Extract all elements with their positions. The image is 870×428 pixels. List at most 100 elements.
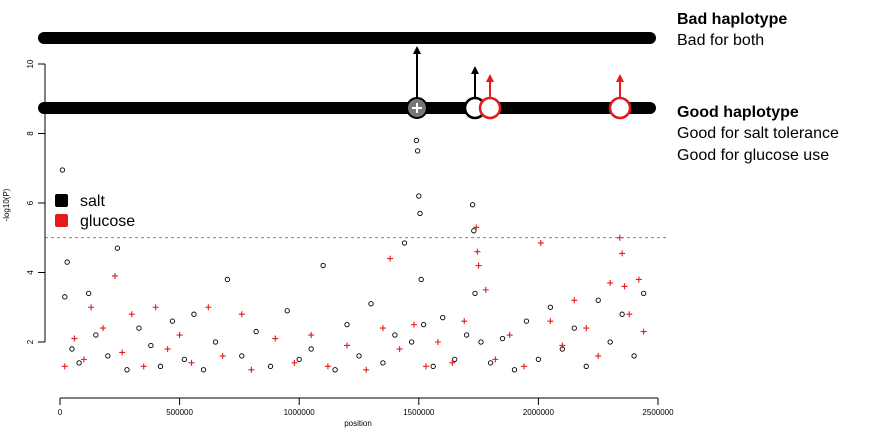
- point: [379, 325, 386, 332]
- point: [272, 335, 279, 342]
- point: [619, 311, 625, 317]
- point: [492, 356, 499, 363]
- point: [408, 339, 415, 345]
- bad-text: Bad for both: [677, 32, 764, 49]
- point: [76, 360, 82, 366]
- point: [547, 318, 554, 325]
- point: [164, 345, 171, 352]
- point: [308, 346, 314, 352]
- y-axis-label: -log10(P): [2, 188, 11, 221]
- point: [140, 363, 147, 370]
- point: [128, 311, 135, 318]
- x-tick-label: 1500000: [403, 408, 435, 417]
- point: [417, 210, 423, 217]
- point: [152, 304, 159, 311]
- point: [356, 353, 362, 359]
- point: [124, 367, 130, 373]
- point: [475, 262, 482, 269]
- point: [521, 363, 528, 370]
- point: [93, 332, 99, 338]
- x-tick-label: 500000: [166, 408, 193, 417]
- haplotype-markers: [406, 96, 632, 120]
- point: [64, 259, 70, 265]
- point: [396, 345, 403, 352]
- point: [414, 148, 421, 154]
- point: [71, 335, 78, 342]
- series-salt: [59, 137, 647, 373]
- point: [571, 325, 577, 331]
- good-text: Good for glucose use: [677, 147, 829, 164]
- point: [219, 352, 226, 359]
- point: [418, 276, 424, 283]
- point: [205, 304, 212, 311]
- point: [413, 137, 420, 144]
- point: [136, 325, 142, 331]
- point: [62, 294, 68, 300]
- point: [619, 250, 626, 257]
- point: [474, 248, 481, 255]
- point: [449, 359, 456, 366]
- point: [607, 339, 613, 345]
- point: [411, 321, 418, 328]
- x-tick-label: 1000000: [284, 408, 316, 417]
- point: [176, 332, 183, 339]
- point: [80, 356, 87, 363]
- point: [547, 304, 554, 310]
- x-tick-label: 2500000: [642, 408, 674, 417]
- point: [416, 193, 422, 199]
- point: [640, 328, 647, 335]
- point: [112, 272, 119, 279]
- x-axis-label: position: [344, 419, 372, 428]
- point: [181, 356, 188, 363]
- point: [461, 318, 468, 325]
- point: [469, 202, 476, 208]
- point: [537, 239, 544, 246]
- point: [392, 332, 398, 338]
- point: [571, 297, 578, 304]
- point: [559, 342, 566, 349]
- point: [320, 262, 326, 269]
- point: [422, 363, 429, 370]
- point: [169, 318, 176, 324]
- point: [344, 321, 350, 328]
- point: [473, 224, 480, 231]
- point: [253, 328, 259, 335]
- point: [463, 332, 470, 338]
- point: [267, 363, 274, 369]
- point: [59, 167, 66, 173]
- point: [487, 360, 494, 366]
- point: [238, 311, 245, 318]
- point: [434, 339, 441, 345]
- point: [506, 332, 513, 339]
- point: [380, 360, 386, 366]
- point: [511, 367, 518, 373]
- point: [324, 363, 331, 370]
- y-tick-label: 2: [26, 339, 35, 344]
- point: [595, 297, 601, 303]
- point: [401, 240, 408, 246]
- point: [420, 321, 427, 328]
- point: [212, 339, 219, 345]
- point: [296, 356, 302, 363]
- x-tick-label: 2000000: [523, 408, 555, 417]
- legend-swatch: [55, 214, 68, 227]
- point: [607, 279, 614, 286]
- point: [88, 304, 95, 311]
- bad-title: Bad haplotype: [677, 11, 787, 28]
- point: [332, 367, 338, 373]
- point: [452, 356, 458, 363]
- point: [482, 286, 489, 293]
- point: [191, 311, 197, 317]
- point: [363, 366, 370, 373]
- point: [105, 353, 111, 359]
- point: [291, 359, 298, 366]
- y-tick-label: 8: [26, 131, 35, 136]
- point: [100, 325, 107, 332]
- point: [640, 290, 647, 296]
- point: [472, 290, 478, 296]
- good-title: Good haplotype: [677, 104, 799, 121]
- good-text: Good for salt tolerance: [677, 125, 839, 142]
- legend-label: glucose: [80, 213, 135, 230]
- point: [523, 318, 530, 324]
